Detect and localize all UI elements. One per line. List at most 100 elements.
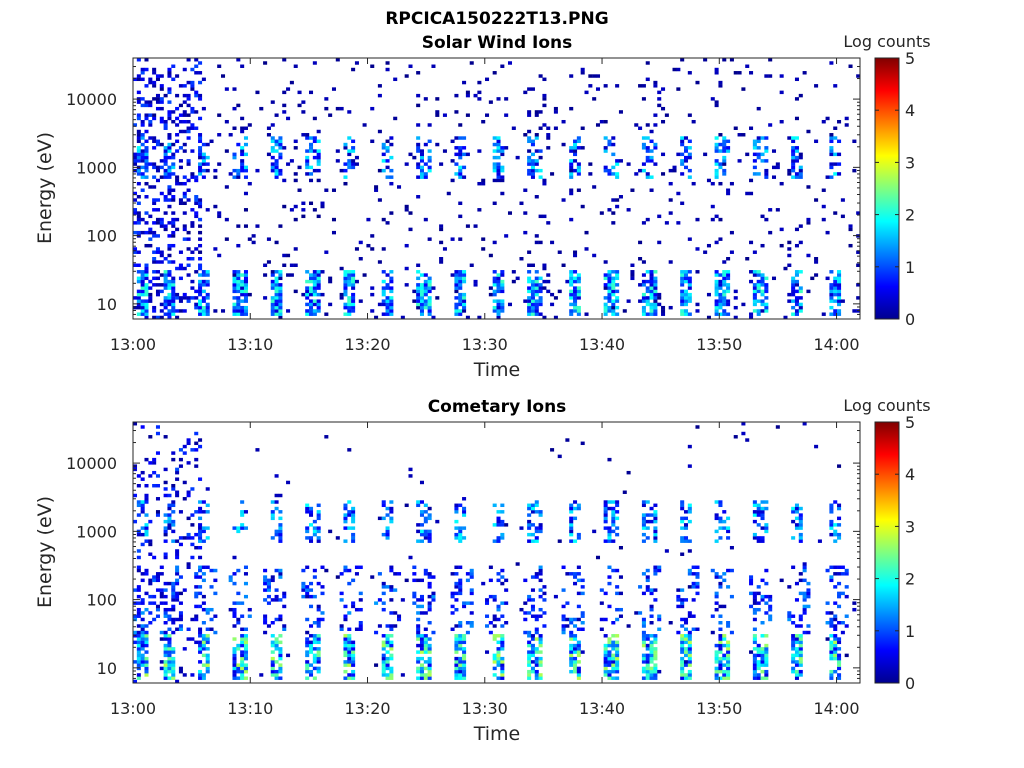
heatmap-cell: [714, 309, 719, 313]
heatmap-cell: [140, 656, 145, 661]
heatmap-cell: [752, 142, 757, 147]
heatmap-cell: [412, 565, 417, 570]
heatmap-cell: [416, 650, 421, 654]
heatmap-cell: [534, 286, 539, 290]
heatmap-cell: [152, 84, 157, 88]
heatmap-cell: [653, 519, 658, 524]
heatmap-cell: [542, 585, 547, 589]
heatmap-cell: [454, 581, 459, 586]
heatmap-cell: [354, 162, 359, 166]
heatmap-cell: [752, 289, 757, 294]
heatmap-cell: [274, 286, 279, 290]
heatmap-cell: [829, 575, 834, 579]
heatmap-cell: [198, 237, 203, 241]
heatmap-cell: [680, 276, 685, 281]
heatmap-cell: [194, 594, 199, 599]
heatmap-cell: [657, 669, 662, 674]
heatmap-cell: [833, 640, 838, 645]
heatmap-cell: [538, 673, 543, 677]
heatmap-cell: [477, 181, 482, 186]
heatmap-cell: [240, 162, 245, 166]
heatmap-cell: [175, 181, 180, 186]
heatmap-cell: [167, 617, 172, 622]
heatmap-cell: [500, 575, 505, 579]
heatmap-cell: [726, 666, 731, 671]
heatmap-cell: [764, 653, 769, 658]
heatmap-cell: [496, 539, 501, 543]
heatmap-cell: [205, 656, 210, 661]
heatmap-cell: [454, 536, 459, 540]
heatmap-cell: [668, 621, 673, 625]
heatmap-cell: [756, 136, 761, 140]
heatmap-cell: [144, 643, 149, 648]
heatmap-cell: [182, 224, 187, 228]
heatmap-cell: [641, 273, 646, 277]
heatmap-cell: [370, 575, 375, 579]
heatmap-cell: [450, 604, 455, 609]
heatmap-cell: [171, 656, 176, 661]
heatmap-cell: [423, 162, 428, 166]
heatmap-cell: [607, 653, 612, 658]
heatmap-cell: [270, 155, 275, 160]
heatmap-cell: [603, 500, 608, 504]
heatmap-cell: [236, 168, 241, 173]
heatmap-cell: [140, 188, 145, 192]
heatmap-cell: [155, 614, 160, 618]
heatmap-cell: [381, 591, 386, 596]
heatmap-cell: [351, 139, 356, 144]
heatmap-cell: [645, 513, 650, 517]
heatmap-cell: [469, 575, 474, 579]
heatmap-cell: [569, 273, 574, 277]
heatmap-cell: [454, 647, 459, 651]
heatmap-cell: [232, 305, 237, 310]
heatmap-cell: [243, 191, 248, 196]
heatmap-cell: [615, 669, 620, 674]
x-tick-label: 13:10: [227, 699, 273, 718]
heatmap-cell: [649, 647, 654, 651]
heatmap-cell: [729, 230, 734, 235]
heatmap-cell: [607, 529, 612, 534]
heatmap-cell: [385, 312, 390, 316]
heatmap-cell: [198, 536, 203, 540]
heatmap-cell: [324, 435, 329, 439]
heatmap-cell: [305, 663, 310, 667]
plot-frame: [132, 57, 861, 320]
heatmap-cell: [201, 152, 206, 157]
heatmap-cell: [458, 296, 463, 300]
heatmap-cell: [542, 178, 547, 183]
heatmap-cell: [232, 283, 237, 287]
heatmap-cell: [538, 663, 543, 667]
heatmap-cell: [347, 663, 352, 667]
heatmap-cell: [603, 149, 608, 153]
heatmap-cell: [175, 309, 180, 313]
heatmap-cell: [167, 198, 172, 202]
heatmap-cell: [205, 309, 210, 313]
heatmap-cell: [752, 286, 757, 290]
heatmap-cell: [775, 162, 780, 166]
heatmap-cell: [351, 276, 356, 281]
heatmap-cell: [829, 565, 834, 570]
heatmap-cell: [645, 585, 650, 589]
heatmap-cell: [331, 188, 336, 192]
heatmap-cell: [791, 279, 796, 284]
heatmap-cell: [243, 276, 248, 281]
heatmap-cell: [680, 634, 685, 638]
heatmap-cell: [638, 283, 643, 287]
heatmap-cell: [837, 523, 842, 527]
heatmap-cell: [163, 650, 168, 654]
heatmap-cell: [416, 666, 421, 671]
heatmap-cell: [764, 526, 769, 530]
heatmap-cell: [416, 299, 421, 303]
heatmap-cell: [136, 630, 141, 635]
heatmap-cell: [240, 601, 245, 605]
heatmap-cell: [186, 627, 191, 631]
heatmap-cell: [163, 581, 168, 586]
heatmap-cell: [462, 637, 467, 641]
heatmap-cell: [676, 630, 681, 635]
heatmap-cell: [458, 663, 463, 667]
heatmap-cell: [171, 260, 176, 264]
heatmap-cell: [232, 309, 237, 313]
heatmap-cell: [240, 273, 245, 277]
heatmap-cell: [576, 139, 581, 144]
heatmap-cell: [133, 155, 138, 160]
